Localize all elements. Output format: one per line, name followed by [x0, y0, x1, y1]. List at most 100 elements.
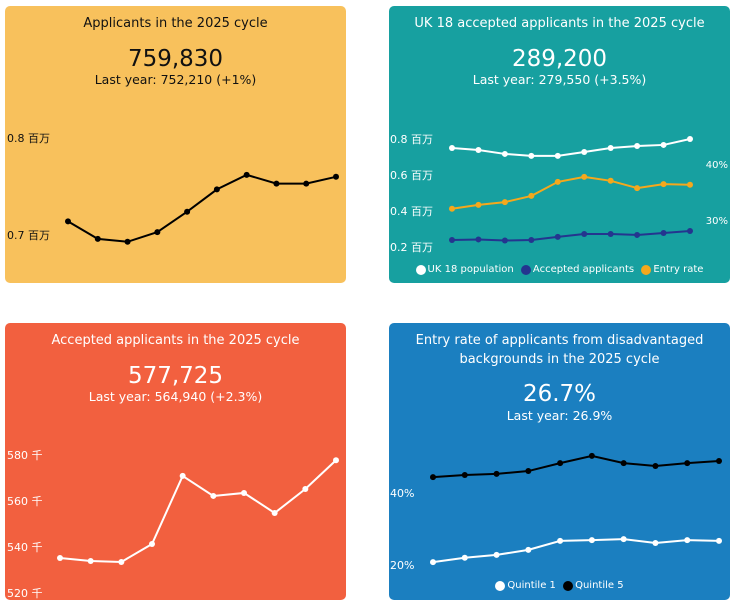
- data-point[interactable]: [475, 201, 482, 208]
- legend-item[interactable]: Accepted applicants: [520, 263, 634, 277]
- data-point[interactable]: [554, 178, 561, 185]
- data-point[interactable]: [652, 463, 659, 469]
- series-line: [451, 138, 691, 157]
- y-tick-label: 0.6 百万: [390, 169, 433, 182]
- series-line: [432, 454, 720, 479]
- data-point[interactable]: [607, 145, 614, 151]
- y-tick-label: 0.8 百万: [7, 132, 50, 145]
- data-point[interactable]: [179, 472, 186, 479]
- legend-dot-icon: [520, 265, 531, 275]
- legend-item[interactable]: UK 18 population: [415, 263, 514, 277]
- data-point[interactable]: [607, 177, 614, 184]
- data-point[interactable]: [620, 460, 627, 467]
- data-point[interactable]: [213, 186, 220, 193]
- data-point[interactable]: [87, 558, 94, 565]
- legend-item[interactable]: Quintile 5: [563, 579, 624, 593]
- data-point[interactable]: [449, 145, 455, 151]
- series-line: [451, 229, 691, 242]
- data-point[interactable]: [430, 474, 436, 481]
- data-point[interactable]: [687, 227, 693, 234]
- data-point[interactable]: [475, 146, 482, 153]
- data-point[interactable]: [607, 231, 614, 238]
- data-point[interactable]: [430, 559, 436, 566]
- data-point[interactable]: [634, 231, 641, 238]
- uk18-chart: 0.2 百万 0.4 百万 0.6 百万 0.8 百万 30% 40%: [390, 133, 728, 254]
- data-point[interactable]: [684, 460, 691, 467]
- card-title: UK 18 accepted applicants in the 2025 cy…: [414, 16, 705, 31]
- disadvantaged-chart: 20% 40%: [390, 452, 722, 572]
- data-point[interactable]: [634, 143, 641, 150]
- data-point[interactable]: [588, 452, 595, 459]
- data-point[interactable]: [525, 468, 532, 475]
- card-last-year: Last year: 26.9%: [506, 408, 613, 423]
- chart-legend: UK 18 population Accepted applicants Ent…: [389, 263, 730, 280]
- data-point[interactable]: [501, 150, 508, 157]
- data-point[interactable]: [687, 136, 693, 142]
- data-point[interactable]: [581, 173, 588, 180]
- data-point[interactable]: [475, 236, 482, 243]
- data-point[interactable]: [210, 492, 217, 499]
- data-point[interactable]: [94, 235, 101, 242]
- data-point[interactable]: [461, 554, 468, 561]
- data-point[interactable]: [241, 489, 247, 496]
- card-value: 289,200: [511, 46, 608, 72]
- data-point[interactable]: [333, 457, 339, 464]
- card-title: Accepted applicants in the 2025 cycle: [51, 333, 300, 348]
- y-tick-label: 20%: [390, 559, 414, 572]
- y2-tick-label: 30%: [706, 216, 728, 227]
- data-point[interactable]: [149, 541, 155, 548]
- data-point[interactable]: [581, 231, 588, 238]
- data-point[interactable]: [620, 536, 627, 543]
- data-point[interactable]: [525, 546, 532, 553]
- disadvantaged-card: Entry rate of applicants from disadvanta…: [389, 323, 730, 600]
- uk18-accepted-card: UK 18 accepted applicants in the 2025 cy…: [389, 6, 730, 283]
- data-point[interactable]: [449, 205, 455, 212]
- data-point[interactable]: [243, 171, 250, 178]
- data-point[interactable]: [302, 486, 309, 493]
- y-tick-label: 580 千: [7, 449, 43, 462]
- data-point[interactable]: [554, 152, 561, 159]
- data-point[interactable]: [184, 208, 191, 215]
- data-point[interactable]: [634, 185, 641, 192]
- data-point[interactable]: [660, 229, 667, 236]
- data-point[interactable]: [581, 148, 588, 155]
- data-point[interactable]: [684, 537, 691, 544]
- data-point[interactable]: [303, 180, 310, 187]
- data-point[interactable]: [501, 199, 508, 206]
- data-point[interactable]: [271, 509, 278, 516]
- data-point[interactable]: [461, 472, 468, 478]
- data-point[interactable]: [687, 181, 693, 188]
- data-point[interactable]: [273, 180, 280, 187]
- accepted-chart: 520 千 540 千 560 千 580 千: [7, 449, 339, 600]
- data-point[interactable]: [716, 537, 722, 544]
- chart-legend: Quintile 1 Quintile 5: [389, 579, 730, 596]
- data-point[interactable]: [660, 141, 667, 148]
- data-point[interactable]: [588, 537, 595, 544]
- data-point[interactable]: [528, 236, 535, 243]
- series-line: [59, 459, 337, 563]
- data-point[interactable]: [652, 540, 659, 547]
- data-point[interactable]: [557, 537, 564, 544]
- data-point[interactable]: [716, 457, 722, 464]
- data-point[interactable]: [528, 152, 535, 159]
- data-point[interactable]: [154, 229, 161, 236]
- card-title: Applicants in the 2025 cycle: [83, 16, 268, 31]
- data-point[interactable]: [493, 551, 500, 558]
- data-point[interactable]: [333, 173, 339, 180]
- legend-item[interactable]: Entry rate: [641, 263, 703, 277]
- y-tick-label: 0.2 百万: [390, 241, 433, 254]
- data-point[interactable]: [660, 181, 667, 188]
- data-point[interactable]: [554, 233, 561, 240]
- data-point[interactable]: [493, 470, 500, 477]
- data-point[interactable]: [528, 192, 535, 199]
- data-point[interactable]: [124, 238, 131, 245]
- data-point[interactable]: [118, 558, 125, 565]
- data-point[interactable]: [557, 460, 564, 467]
- data-point[interactable]: [501, 237, 508, 244]
- accepted-card: Accepted applicants in the 2025 cycle 57…: [5, 323, 346, 600]
- y-tick-label: 0.7 百万: [7, 229, 50, 242]
- legend-item[interactable]: Quintile 1: [495, 579, 556, 593]
- data-point[interactable]: [65, 218, 71, 225]
- data-point[interactable]: [57, 555, 63, 562]
- data-point[interactable]: [449, 236, 455, 243]
